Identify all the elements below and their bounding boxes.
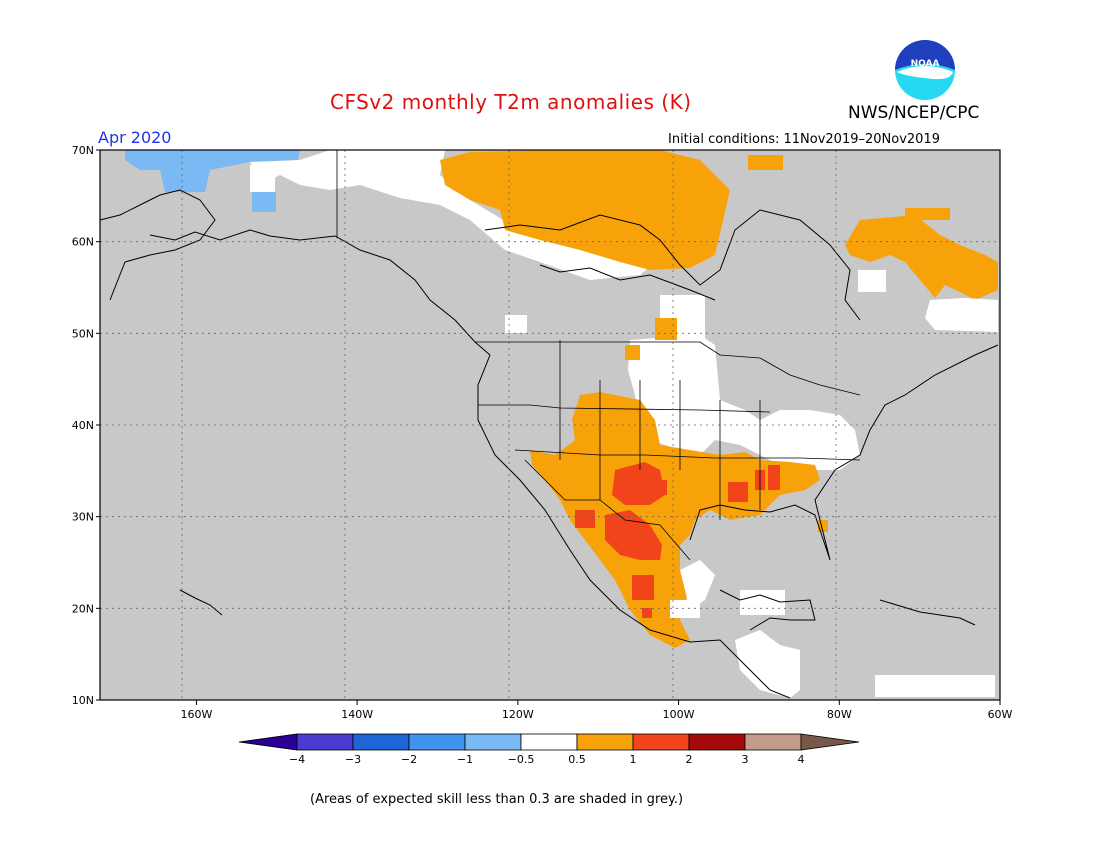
lon-tick-label: 100W: [663, 708, 695, 721]
colorbar-label: −4: [289, 753, 305, 766]
lon-tick-label: 160W: [180, 708, 212, 721]
colorbar-label: −2: [401, 753, 417, 766]
colorbar-swatch: [632, 733, 690, 751]
lon-tick-label: 140W: [341, 708, 373, 721]
colorbar-label: 4: [798, 753, 805, 766]
anomaly-shading: [125, 150, 998, 698]
colorbar-label: 2: [686, 753, 693, 766]
colorbar-swatch: [296, 733, 354, 751]
lon-tick-label: 80W: [827, 708, 852, 721]
lat-tick-label: 60N: [72, 236, 94, 249]
lat-tick-label: 40N: [72, 419, 94, 432]
colorbar-arrow-high: [800, 733, 860, 751]
logo-text: NOAA: [911, 59, 940, 69]
lat-tick-labels: 10N 20N 30N 40N 50N 60N 70N: [72, 144, 100, 707]
colorbar-swatch: [408, 733, 466, 751]
colorbar-arrow-low: [238, 733, 298, 751]
noaa-logo-icon: NOAA: [895, 40, 955, 100]
chart-title: CFSv2 monthly T2m anomalies (K): [330, 90, 692, 114]
colorbar-swatch: [576, 733, 634, 751]
colorbar-swatch: [688, 733, 746, 751]
lat-tick-label: 50N: [72, 327, 94, 340]
lat-tick-label: 30N: [72, 511, 94, 524]
lon-tick-label: 60W: [988, 708, 1013, 721]
colorbar-label: 3: [742, 753, 749, 766]
lon-tick-label: 120W: [502, 708, 534, 721]
coastlines: [99, 189, 999, 699]
footnote: (Areas of expected skill less than 0.3 a…: [310, 792, 684, 807]
initial-conditions-label: Initial conditions: 11Nov2019–20Nov2019: [668, 132, 940, 147]
graticule: [100, 150, 1000, 700]
colorbar-swatch: [464, 733, 522, 751]
colorbar-swatch: [520, 733, 578, 751]
colorbar-swatch: [352, 733, 410, 751]
borders: [336, 150, 861, 561]
agency-label: NWS/NCEP/CPC: [848, 103, 980, 123]
colorbar-label: −3: [345, 753, 361, 766]
lat-tick-label: 10N: [72, 694, 94, 707]
colorbar-label: −0.5: [508, 753, 535, 766]
colorbar-label: −1: [457, 753, 473, 766]
lat-tick-label: 20N: [72, 602, 94, 615]
lat-tick-label: 70N: [72, 144, 94, 157]
valid-month-label: Apr 2020: [98, 128, 172, 147]
colorbar-swatch: [744, 733, 802, 751]
colorbar: −4 −3 −2 −1 −0.5 0.5 1 2 3 4: [238, 733, 860, 766]
colorbar-label: 0.5: [568, 753, 586, 766]
colorbar-label: 1: [630, 753, 637, 766]
lon-tick-labels: 160W 140W 120W 100W 80W 60W: [180, 700, 1013, 721]
